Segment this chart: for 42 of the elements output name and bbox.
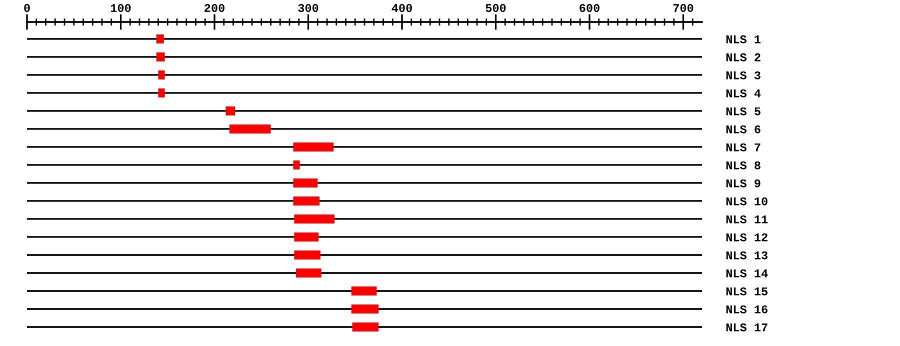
bar [158,88,165,98]
x-tick-label: 300 [298,4,318,12]
y-tick-label: NLS 17 [726,323,768,332]
bar [294,214,334,224]
x-tick-label: 100 [110,4,131,12]
bar [293,178,318,188]
y-tick-label: NLS 8 [726,161,760,170]
x-tick-label: 600 [580,4,600,12]
bar [226,106,236,116]
y-tick-label: NLS 14 [726,269,768,278]
y-tick-label: NLS 16 [726,305,768,314]
x-tick-label: 200 [204,4,224,12]
y-tick-label: NLS 12 [726,233,768,242]
x-tick-label: 500 [486,4,506,12]
bar [351,286,377,296]
bar [230,124,271,134]
y-tick-label: NLS 6 [726,125,760,134]
bar [293,196,320,206]
y-tick-label: NLS 10 [726,197,768,206]
bar [351,304,379,314]
y-tick-label: NLS 11 [726,215,768,224]
x-tick-label: 400 [392,4,412,12]
bar [156,52,165,62]
bar [158,70,165,80]
bar [296,268,322,278]
bar [156,34,164,44]
x-tick-label: 0 [24,4,30,12]
x-tick-label: 700 [673,4,694,12]
bar [352,322,379,332]
y-tick-label: NLS 13 [726,251,768,260]
y-tick-label: NLS 3 [726,71,760,80]
bar [293,142,334,152]
y-tick-label: NLS 5 [726,107,760,116]
y-tick-label: NLS 15 [726,287,768,296]
y-tick-label: NLS 4 [726,89,761,98]
bar [294,232,319,242]
bar [294,250,320,260]
bar [293,160,300,170]
y-tick-label: NLS 1 [726,35,761,44]
y-tick-label: NLS 7 [726,143,760,152]
y-tick-label: NLS 9 [726,179,760,188]
y-tick-label: NLS 2 [726,53,760,62]
